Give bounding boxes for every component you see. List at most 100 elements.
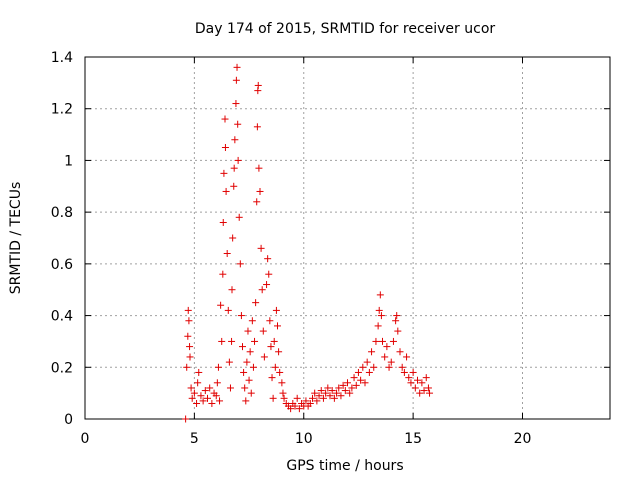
data-point xyxy=(348,384,356,392)
y-tick-label: 0.6 xyxy=(51,257,73,273)
data-point xyxy=(333,389,341,397)
data-point xyxy=(256,187,264,195)
data-point xyxy=(352,381,360,389)
data-point xyxy=(232,100,240,108)
data-point xyxy=(295,405,303,413)
data-point xyxy=(226,384,234,392)
data-point xyxy=(260,353,268,361)
x-tick-label: 10 xyxy=(295,431,313,447)
data-point xyxy=(237,312,245,320)
data-point xyxy=(223,250,231,258)
data-point xyxy=(225,358,233,366)
data-point xyxy=(322,389,330,397)
data-point xyxy=(195,368,203,376)
data-point xyxy=(324,384,332,392)
data-point xyxy=(224,306,232,314)
data-point xyxy=(319,394,327,402)
data-point xyxy=(221,115,229,123)
data-point xyxy=(220,169,228,177)
data-point xyxy=(217,301,225,309)
data-point xyxy=(405,374,413,382)
data-point xyxy=(267,343,275,351)
data-point xyxy=(385,363,393,371)
data-point xyxy=(246,348,254,356)
data-point xyxy=(228,337,236,345)
data-point xyxy=(241,384,249,392)
data-point xyxy=(414,376,421,384)
x-axis-label: GPS time / hours xyxy=(286,458,403,474)
x-tick-label: 20 xyxy=(514,431,532,447)
data-point xyxy=(219,218,227,226)
data-point xyxy=(313,397,321,405)
data-point xyxy=(418,379,426,387)
x-tick-label: 0 xyxy=(81,431,90,447)
data-point xyxy=(357,376,365,384)
data-point xyxy=(411,384,419,392)
data-point xyxy=(422,374,430,382)
y-tick-label: 0 xyxy=(64,412,73,428)
data-point xyxy=(376,291,384,299)
data-point xyxy=(377,312,385,320)
data-point xyxy=(190,389,198,397)
data-point xyxy=(293,394,301,402)
data-point xyxy=(235,213,243,221)
data-point xyxy=(407,379,415,387)
chart-title: Day 174 of 2015, SRMTID for receiver uco… xyxy=(195,21,496,37)
data-point xyxy=(278,379,286,387)
grid xyxy=(85,57,610,419)
data-point xyxy=(272,306,280,314)
data-point xyxy=(392,317,400,325)
data-point xyxy=(233,63,241,71)
data-point xyxy=(275,348,283,356)
data-point xyxy=(346,389,354,397)
data-point xyxy=(213,379,221,387)
data-point xyxy=(234,120,242,128)
data-point xyxy=(258,286,266,294)
data-point xyxy=(375,306,383,314)
data-point xyxy=(232,76,240,84)
data-point xyxy=(365,368,373,376)
data-point xyxy=(247,389,255,397)
data-point xyxy=(201,387,209,395)
data-point xyxy=(396,348,404,356)
data-point xyxy=(186,343,194,351)
data-point xyxy=(424,384,432,392)
data-point xyxy=(230,182,238,190)
data-point xyxy=(274,322,281,330)
data-point xyxy=(400,368,408,376)
data-point xyxy=(317,387,325,395)
data-point xyxy=(219,270,227,278)
data-point xyxy=(229,234,237,242)
data-point xyxy=(372,337,380,345)
data-point xyxy=(239,343,246,351)
y-tick-label: 1 xyxy=(64,153,73,169)
data-point xyxy=(214,363,222,371)
data-point xyxy=(426,389,434,397)
data-point xyxy=(337,392,345,400)
x-tick-label: 15 xyxy=(404,431,422,447)
axis-ticks xyxy=(84,56,610,420)
data-point xyxy=(197,392,205,400)
data-point xyxy=(253,123,261,131)
data-point xyxy=(330,394,338,402)
data-point xyxy=(270,337,278,345)
data-point xyxy=(381,353,389,361)
data-point xyxy=(383,343,391,351)
data-point xyxy=(186,353,194,361)
data-point xyxy=(291,402,299,410)
data-point xyxy=(183,363,191,371)
data-point xyxy=(187,384,195,392)
data-point xyxy=(248,317,256,325)
y-tick-label: 0.8 xyxy=(51,205,73,221)
data-point xyxy=(311,389,319,397)
data-point xyxy=(339,381,347,389)
data-point xyxy=(306,399,314,407)
data-point xyxy=(309,394,316,402)
data-point xyxy=(194,379,202,387)
data-point xyxy=(188,394,196,402)
data-point xyxy=(228,286,236,294)
data-point xyxy=(206,384,214,392)
data-point xyxy=(254,81,262,89)
data-point xyxy=(264,255,272,263)
data-point xyxy=(251,337,259,345)
